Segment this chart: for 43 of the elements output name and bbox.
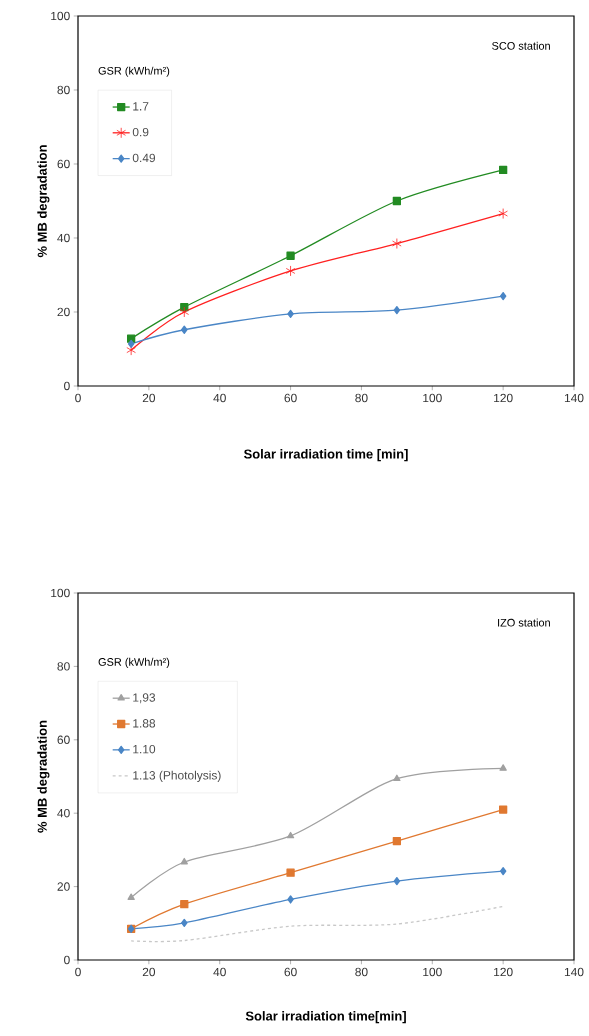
x-tick-label: 100: [423, 393, 442, 403]
legend-label: 1.88: [133, 719, 156, 728]
y-tick-label: 60: [57, 735, 70, 745]
x-tick-label: 20: [142, 967, 156, 977]
x-tick-label: 80: [355, 393, 368, 403]
legend-label: 0.49: [132, 153, 156, 163]
y-axis-title: % MB degradation: [37, 720, 50, 833]
x-tick-label: 120: [494, 393, 513, 403]
legend-title: GSR (kWh/m²): [98, 66, 170, 77]
x-tick-label: 0: [75, 393, 81, 403]
x-tick-label: 60: [284, 967, 297, 977]
y-tick-label: 20: [57, 307, 70, 317]
legend-label: 1.7: [133, 102, 149, 111]
x-tick-label: 60: [284, 393, 297, 403]
y-tick-label: 60: [57, 159, 70, 169]
x-axis-title: Solar irradiation time[min]: [245, 1011, 406, 1024]
x-tick-label: 40: [213, 967, 226, 977]
x-tick-label: 140: [564, 967, 584, 977]
y-tick-label: 0: [64, 381, 70, 391]
legend-label: 1.13 (Photolysis): [133, 770, 221, 782]
x-tick-label: 40: [213, 393, 226, 403]
y-tick-label: 80: [57, 662, 70, 671]
y-axis-title: % MB degradation: [37, 145, 50, 258]
x-tick-label: 20: [142, 393, 156, 403]
y-tick-label: 80: [57, 85, 70, 95]
annotation: SCO station: [492, 41, 550, 50]
legend-label: 1.10: [133, 744, 156, 754]
legend-label: 1,93: [133, 693, 156, 704]
x-tick-label: 80: [355, 967, 368, 977]
y-tick-label: 40: [57, 233, 70, 243]
annotation: IZO station: [498, 618, 550, 627]
legend-label: 0.9: [132, 127, 149, 137]
x-tick-label: 0: [75, 967, 81, 977]
x-tick-label: 100: [423, 967, 442, 977]
x-tick-label: 120: [494, 967, 513, 977]
y-tick-label: 100: [51, 11, 70, 21]
legend-title: GSR (kWh/m²): [98, 657, 170, 669]
x-axis-title: Solar irradiation time [min]: [243, 449, 408, 462]
x-tick-label: 140: [564, 393, 584, 403]
y-tick-label: 40: [57, 808, 70, 818]
y-tick-label: 20: [57, 882, 70, 891]
y-tick-label: 100: [51, 588, 70, 598]
y-tick-label: 0: [64, 955, 70, 965]
